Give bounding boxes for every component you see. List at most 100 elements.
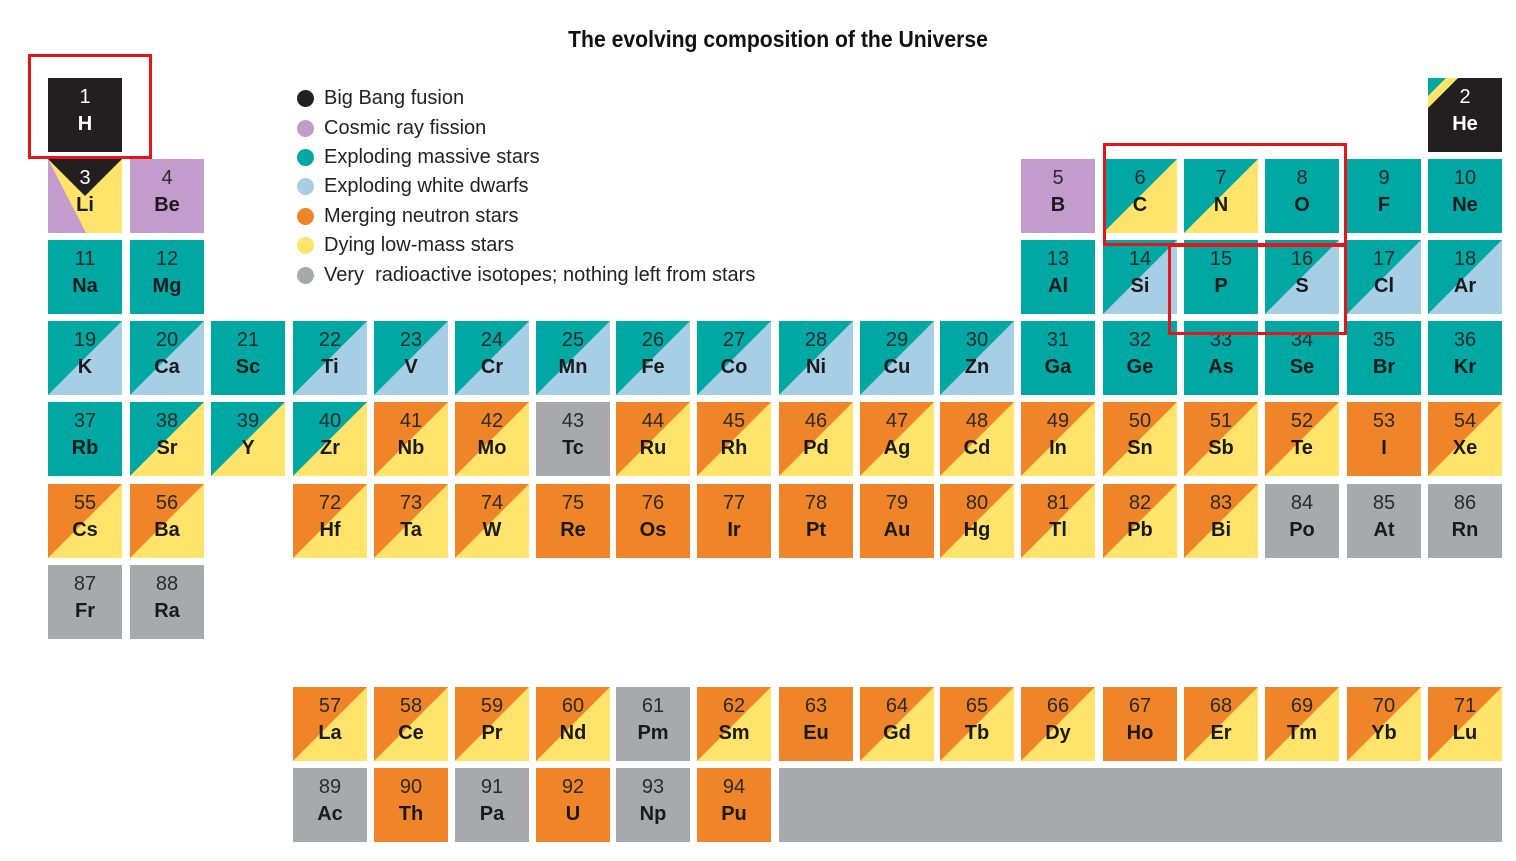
origin-wedge: [211, 402, 285, 476]
element-symbol: Au: [883, 519, 911, 541]
atomic-number: 38: [155, 410, 179, 432]
element-cell-ar: 18 Ar: [1428, 240, 1502, 314]
origin-wedge: [293, 321, 367, 395]
element-cell-tb: 65 Tb: [940, 687, 1014, 761]
origin-wedge: [1103, 159, 1177, 233]
element-cell-he: 2 He: [1428, 78, 1502, 152]
element-cell-k: 19 K: [48, 321, 122, 395]
element-cell-y: 39 Y: [211, 402, 285, 476]
element-cell-au: 79 Au: [860, 484, 934, 558]
atomic-number: 26: [641, 329, 665, 351]
atomic-number: 16: [1290, 248, 1314, 270]
element-cell-v: 23 V: [374, 321, 448, 395]
element-cell-nb: 41 Nb: [374, 402, 448, 476]
origin-wedge: [940, 402, 1014, 476]
origin-wedge: [48, 484, 122, 558]
origin-wedge: [1347, 240, 1421, 314]
atomic-number: 8: [1296, 167, 1308, 189]
element-cell-al: 13 Al: [1021, 240, 1095, 314]
element-cell-li: 3 Li: [48, 159, 122, 233]
element-cell-cu: 29 Cu: [860, 321, 934, 395]
element-cell-ac: 89 Ac: [293, 768, 367, 842]
element-symbol: Sb: [1208, 437, 1234, 459]
element-symbol: Ac: [317, 803, 343, 825]
atomic-number: 42: [480, 410, 504, 432]
element-symbol: Sm: [718, 722, 750, 744]
element-cell-np: 93 Np: [616, 768, 690, 842]
element-symbol: Po: [1289, 519, 1315, 541]
atomic-number: 23: [399, 329, 423, 351]
element-symbol: Lu: [1452, 722, 1478, 744]
element-symbol: Ar: [1453, 275, 1477, 297]
element-symbol: K: [77, 356, 93, 378]
atomic-number: 28: [804, 329, 828, 351]
element-symbol: Al: [1048, 275, 1068, 297]
legend-label: Exploding massive stars: [324, 145, 540, 168]
element-cell-gd: 64 Gd: [860, 687, 934, 761]
element-symbol: B: [1050, 194, 1066, 216]
element-cell-mo: 42 Mo: [455, 402, 529, 476]
legend-item-bigbang: Big Bang fusion: [297, 84, 755, 113]
atomic-number: 35: [1372, 329, 1396, 351]
element-cell-kr: 36 Kr: [1428, 321, 1502, 395]
origin-wedge: [779, 321, 853, 395]
element-cell-zr: 40 Zr: [293, 402, 367, 476]
element-symbol: V: [404, 356, 418, 378]
legend: Big Bang fusion Cosmic ray fission Explodi…: [297, 84, 755, 290]
element-cell-yb: 70 Yb: [1347, 687, 1421, 761]
element-symbol: Nb: [397, 437, 425, 459]
element-cell-ce: 58 Ce: [374, 687, 448, 761]
origin-wedge: [536, 321, 610, 395]
legend-swatch: [297, 266, 314, 284]
element-symbol: At: [1373, 519, 1395, 541]
element-cell-tm: 69 Tm: [1265, 687, 1339, 761]
element-symbol: Ag: [883, 437, 911, 459]
atomic-number: 62: [722, 695, 746, 717]
element-symbol: Cl: [1374, 275, 1394, 297]
element-symbol: Bi: [1211, 519, 1231, 541]
element-cell-fr: 87 Fr: [48, 565, 122, 639]
legend-swatch: [297, 148, 314, 166]
element-cell-cd: 48 Cd: [940, 402, 1014, 476]
element-cell-hg: 80 Hg: [940, 484, 1014, 558]
atomic-number: 36: [1453, 329, 1477, 351]
origin-wedge: [130, 402, 204, 476]
highlight-box-cno: [1103, 143, 1347, 246]
element-cell-rh: 45 Rh: [697, 402, 771, 476]
element-symbol: Na: [72, 275, 98, 297]
atomic-number: 68: [1209, 695, 1233, 717]
origin-wedge: [1103, 402, 1177, 476]
element-symbol: Pb: [1127, 519, 1153, 541]
element-symbol: U: [565, 803, 581, 825]
element-cell-re: 75 Re: [536, 484, 610, 558]
element-symbol: Zn: [964, 356, 990, 378]
element-cell-po: 84 Po: [1265, 484, 1339, 558]
element-symbol: O: [1294, 194, 1310, 216]
origin-wedge: [374, 484, 448, 558]
element-cell-ru: 44 Ru: [616, 402, 690, 476]
element-cell-zn: 30 Zn: [940, 321, 1014, 395]
element-cell-pd: 46 Pd: [779, 402, 853, 476]
origin-wedge: [1103, 484, 1177, 558]
atomic-number: 4: [161, 167, 173, 189]
atomic-number: 57: [318, 695, 342, 717]
atomic-number: 25: [561, 329, 585, 351]
legend-label: Dying low-mass stars: [324, 234, 515, 257]
element-symbol: Te: [1291, 437, 1313, 459]
element-cell-cl: 17 Cl: [1347, 240, 1421, 314]
legend-swatch: [297, 237, 314, 255]
atomic-number: 65: [965, 695, 989, 717]
element-cell-rb: 37 Rb: [48, 402, 122, 476]
element-symbol: Rb: [71, 437, 99, 459]
origin-wedge: [1265, 402, 1339, 476]
atomic-number: 48: [965, 410, 989, 432]
element-symbol: Ge: [1126, 356, 1154, 378]
atomic-number: 85: [1372, 492, 1396, 514]
element-symbol: Tm: [1287, 722, 1317, 744]
origin-wedge: [455, 321, 529, 395]
atomic-number: 55: [73, 492, 97, 514]
element-symbol: N: [1213, 194, 1229, 216]
